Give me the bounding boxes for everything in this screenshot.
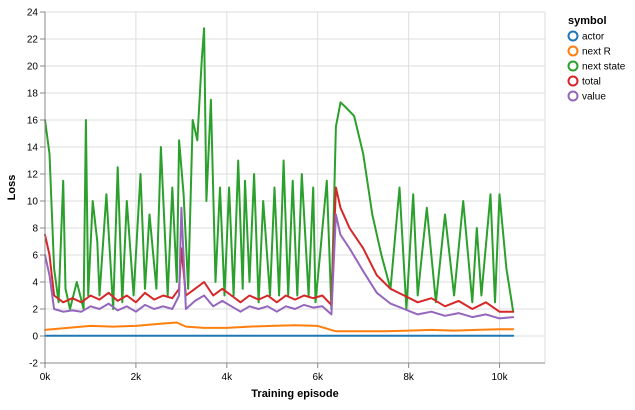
legend-symbol (567, 30, 579, 42)
x-tick-label: 8k (403, 372, 415, 383)
legend-symbol (567, 60, 579, 72)
legend: symbol actor next R next state total value (567, 15, 626, 103)
y-tick-label: 2 (32, 305, 38, 316)
y-tick-label: 12 (27, 170, 39, 181)
legend-label: next R (582, 47, 611, 58)
x-tick-label: 0k (40, 372, 52, 383)
legend-symbol (567, 90, 579, 102)
series-line-next-R (44, 321, 515, 333)
legend-label: next state (582, 62, 626, 73)
y-tick-label: 8 (32, 224, 38, 235)
y-tick-label: 22 (27, 35, 39, 46)
legend-symbol (567, 45, 579, 57)
series-layer (44, 27, 515, 337)
y-tick-label: 20 (27, 62, 39, 73)
y-tick-label: 18 (27, 89, 39, 100)
legend-label: actor (582, 32, 605, 43)
y-tick-label: -2 (29, 359, 38, 370)
series-line-value (44, 206, 515, 320)
y-tick-label: 4 (32, 278, 38, 289)
y-tick-label: 24 (27, 8, 39, 19)
x-tick-label: 4k (222, 372, 234, 383)
y-tick-label: 16 (27, 116, 39, 127)
y-tick-label: 10 (27, 197, 39, 208)
x-axis-title: Training episode (251, 388, 338, 400)
y-tick-label: 14 (27, 143, 39, 154)
y-tick-label: 0 (32, 332, 38, 343)
legend-symbol (567, 75, 579, 87)
y-axis-title: Loss (6, 175, 18, 201)
legend-label: value (582, 92, 606, 103)
x-tick-label: 10k (491, 372, 508, 383)
series-line-next-state (44, 27, 515, 313)
x-tick-label: 6k (312, 372, 324, 383)
legend-title: symbol (568, 15, 607, 27)
y-tick-label: 6 (32, 251, 38, 262)
legend-label: total (582, 77, 601, 88)
x-tick-label: 2k (131, 372, 143, 383)
series-line-total (44, 186, 515, 313)
